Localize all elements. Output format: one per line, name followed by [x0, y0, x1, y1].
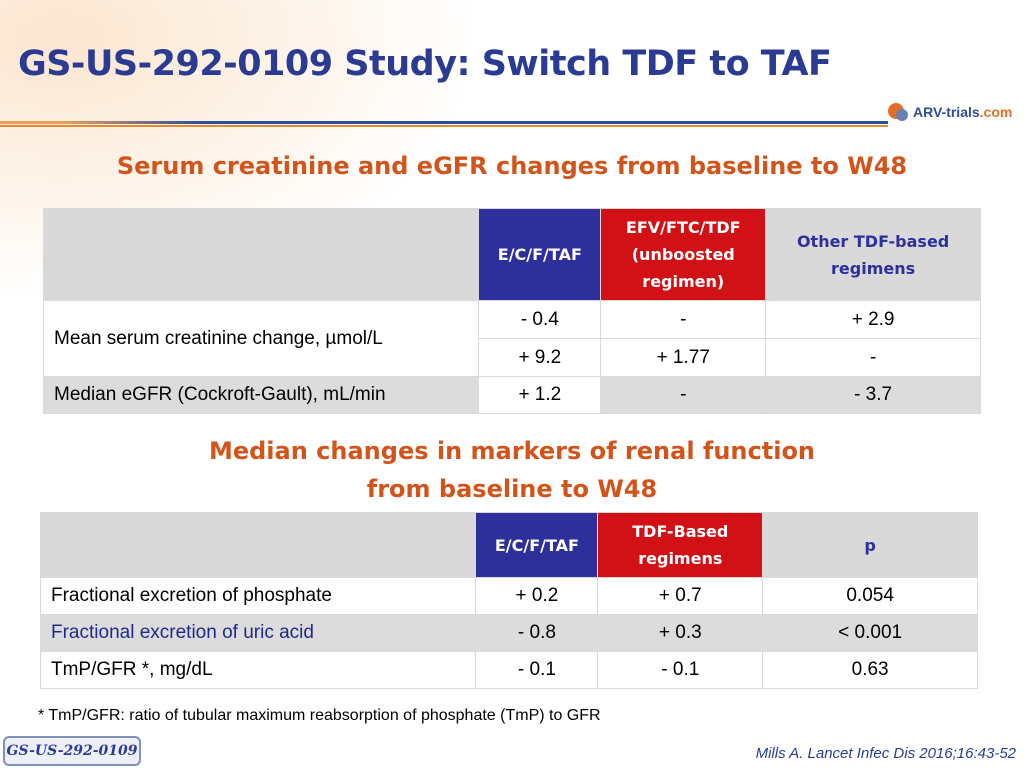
table-row: Fractional excretion of phosphate + 0.2 …	[39, 577, 978, 615]
section2-title-line1: Median changes in markers of renal funct…	[208, 437, 816, 465]
citation: Mills A. Lancet Infec Dis 2016;16:43-52	[755, 745, 1016, 762]
section1-title: Serum creatinine and eGFR changes from b…	[116, 152, 908, 180]
cell-uric-a: - 0.8	[475, 614, 599, 652]
cell-uric-b: + 0.3	[597, 614, 764, 652]
cell-egfr-b: -	[600, 376, 767, 414]
cell-tmp-p: 0.63	[762, 651, 978, 689]
row-label-creatinine: Mean serum creatinine change, µmol/L	[42, 300, 480, 377]
table1-header-efv-line3: regimen)	[642, 272, 725, 291]
row-label-tmp-gfr: TmP/GFR *, mg/dL	[39, 651, 477, 689]
table1-header-blank	[42, 208, 480, 301]
cell-creatinine-b2: + 1.77	[600, 338, 767, 377]
cell-phosphate-p: 0.054	[762, 577, 978, 615]
study-badge: GS-US-292-0109	[3, 736, 141, 766]
cell-creatinine-c2: -	[765, 338, 981, 377]
table2-header-tdf: TDF-Based regimens	[597, 512, 764, 578]
table1-header-row: E/C/F/TAF EFV/FTC/TDF (unboosted regimen…	[42, 208, 981, 301]
creatinine-egfr-table: E/C/F/TAF EFV/FTC/TDF (unboosted regimen…	[42, 208, 981, 414]
table2-header-p: p	[762, 512, 978, 578]
table2-header-tdf-line2: regimens	[638, 549, 723, 568]
cell-tmp-b: - 0.1	[597, 651, 764, 689]
table2-header-tdf-line1: TDF-Based	[632, 522, 729, 541]
table2-header-ecftaf: E/C/F/TAF	[475, 512, 599, 578]
cell-egfr-c: - 3.7	[765, 376, 981, 414]
table-row: Median eGFR (Cockroft-Gault), mL/min + 1…	[42, 376, 981, 414]
table2-header-blank	[39, 512, 477, 578]
title-rule-blue	[0, 121, 888, 124]
cell-egfr-a: + 1.2	[478, 376, 602, 414]
cell-uric-p: < 0.001	[762, 614, 978, 652]
row-label-egfr: Median eGFR (Cockroft-Gault), mL/min	[42, 376, 480, 414]
table1-header-other-tdf: Other TDF-based regimens	[765, 208, 981, 301]
table1-header-other-line2: regimens	[831, 258, 916, 278]
table-row: Mean serum creatinine change, µmol/L - 0…	[42, 300, 981, 377]
slide-title: GS-US-292-0109 Study: Switch TDF to TAF	[18, 44, 832, 84]
section2-title: Median changes in markers of renal funct…	[0, 432, 1024, 508]
renal-markers-table: E/C/F/TAF TDF-Based regimens p Fractiona…	[39, 512, 978, 689]
table1-header-efv-line2: (unboosted	[631, 245, 735, 264]
footnote: * TmP/GFR: ratio of tubular maximum reab…	[38, 707, 601, 724]
table-row: Fractional excretion of uric acid - 0.8 …	[39, 614, 978, 652]
table-row: TmP/GFR *, mg/dL - 0.1 - 0.1 0.63	[39, 651, 978, 689]
cell-creatinine-b1: -	[600, 300, 767, 339]
row-label-phosphate: Fractional excretion of phosphate	[39, 577, 477, 615]
table1-header-ecftaf: E/C/F/TAF	[478, 208, 602, 301]
cell-creatinine-a2: + 9.2	[478, 338, 602, 377]
section2-title-line2: from baseline to W48	[366, 475, 658, 503]
logo-text-suffix: .com	[979, 104, 1013, 120]
table1-header-efv: EFV/FTC/TDF (unboosted regimen)	[600, 208, 767, 301]
table2-header-row: E/C/F/TAF TDF-Based regimens p	[39, 512, 978, 578]
row-label-uric-acid: Fractional excretion of uric acid	[39, 614, 477, 652]
cell-tmp-a: - 0.1	[475, 651, 599, 689]
cell-creatinine-a1: - 0.4	[478, 300, 602, 339]
title-rule-orange	[0, 125, 888, 127]
arv-trials-logo: ARV-trials.com	[888, 98, 1018, 126]
cell-phosphate-b: + 0.7	[597, 577, 764, 615]
table1-header-efv-line1: EFV/FTC/TDF	[625, 218, 741, 237]
logo-text-main: ARV-trials	[913, 104, 980, 120]
cell-creatinine-c1: + 2.9	[765, 300, 981, 339]
cell-phosphate-a: + 0.2	[475, 577, 599, 615]
table1-header-other-line1: Other TDF-based	[796, 231, 950, 251]
logo-text: ARV-trials.com	[913, 104, 1012, 120]
logo-mark-icon	[888, 101, 910, 123]
